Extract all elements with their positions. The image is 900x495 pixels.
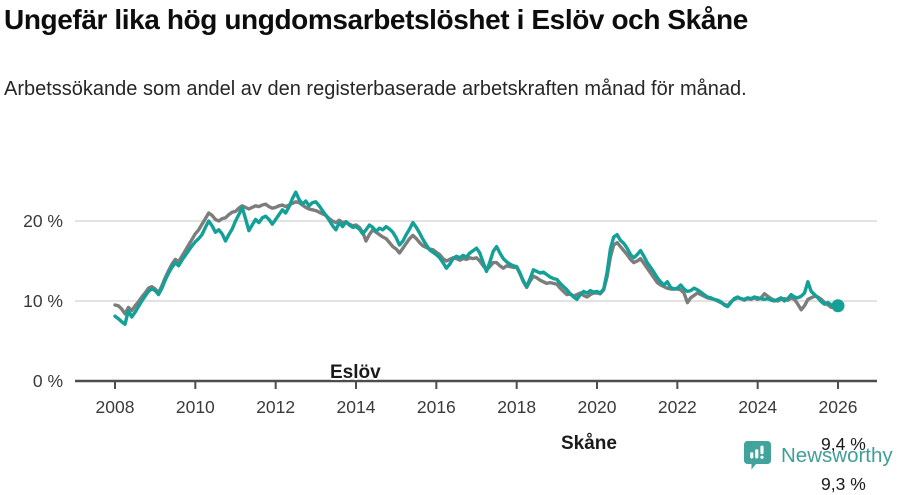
chart-subtitle: Arbetssökande som andel av den registerb… bbox=[4, 78, 747, 100]
x-tick-label: 2014 bbox=[337, 397, 376, 417]
y-tick-label: 10 % bbox=[23, 291, 63, 311]
y-tick-label: 20 % bbox=[23, 211, 63, 231]
x-tick-label: 2026 bbox=[819, 397, 858, 417]
x-tick-label: 2022 bbox=[658, 397, 697, 417]
y-tick-label: 0 % bbox=[33, 371, 63, 391]
plot-area: 2008 2010 2012 2014 2016 2018 2020 2022 2024 2026… bbox=[23, 190, 877, 417]
series-label-eslov: Eslöv bbox=[330, 362, 381, 383]
x-tick-label: 2012 bbox=[256, 397, 295, 417]
series-label-skane: Skåne bbox=[561, 433, 617, 454]
end-value-label-eslov: 9,4 % bbox=[821, 434, 866, 454]
x-tick-label: 2024 bbox=[738, 397, 777, 417]
newsworthy-logo-icon bbox=[744, 441, 771, 470]
x-tick-label: 2016 bbox=[417, 397, 456, 417]
series-line-skne bbox=[113, 200, 840, 316]
x-tick-label: 2018 bbox=[497, 397, 536, 417]
series-line-eslv bbox=[113, 190, 840, 326]
x-tick-label: 2008 bbox=[96, 397, 135, 417]
x-tick-label: 2010 bbox=[176, 397, 215, 417]
newsworthy-branding: Newsworthy bbox=[744, 440, 893, 471]
page-title: Ungefär lika hög ungdomsarbetslöshet i E… bbox=[4, 4, 748, 35]
brand-name: Newsworthy bbox=[781, 443, 893, 467]
x-tick-label: 2020 bbox=[578, 397, 617, 417]
last-point-marker bbox=[831, 299, 845, 313]
end-value-label-skane: 9,3 % bbox=[821, 474, 866, 494]
line-chart: 2008 2010 2012 2014 2016 2018 2020 2022 2024 2026… bbox=[0, 165, 900, 445]
